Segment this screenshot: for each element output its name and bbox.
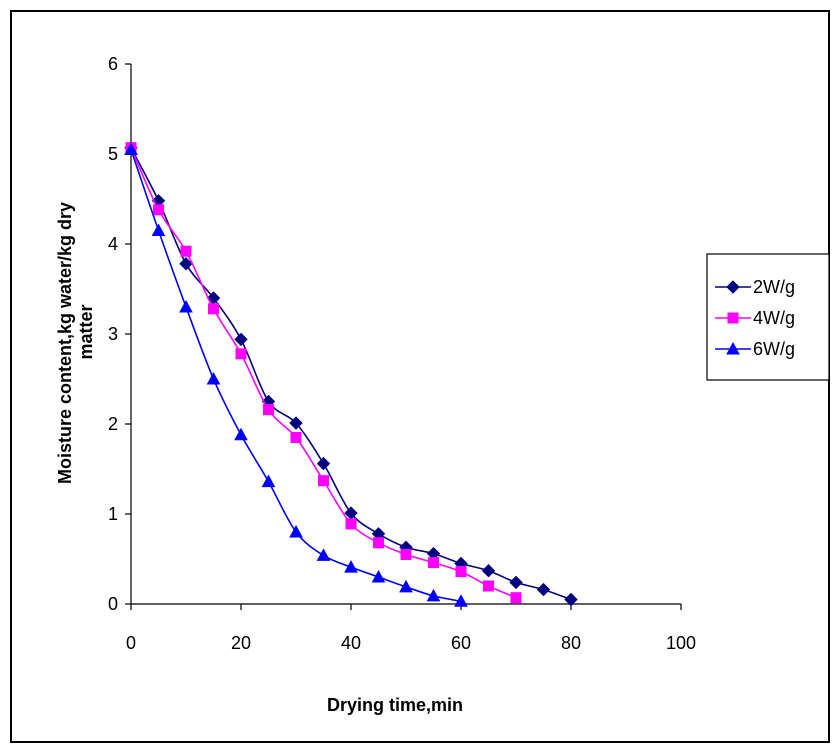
data-point — [371, 569, 386, 583]
y-tick-label: 6 — [108, 54, 118, 74]
y-tick-label: 4 — [108, 234, 118, 254]
legend-label: 6W/g — [753, 339, 795, 359]
legend-item: 4W/g — [715, 308, 795, 328]
data-point — [454, 594, 468, 607]
legend-item: 6W/g — [715, 339, 795, 359]
data-point — [481, 563, 496, 578]
legend-label: 4W/g — [753, 308, 795, 328]
legend-label: 2W/g — [753, 277, 795, 297]
x-tick-label: 80 — [561, 633, 581, 653]
chart-frame — [10, 10, 830, 743]
data-point — [153, 204, 164, 216]
data-point — [263, 404, 274, 416]
data-point — [318, 475, 329, 487]
y-tick-label: 2 — [108, 414, 118, 434]
data-point — [289, 416, 303, 430]
y-tick-label: 0 — [108, 594, 118, 614]
data-point — [344, 560, 358, 573]
legend-marker — [726, 341, 740, 355]
y-axis-title-line-1: Moisture content,kg water/kg dry — [55, 202, 75, 484]
x-tick-label: 20 — [231, 633, 251, 653]
legend-item: 2W/g — [715, 277, 795, 297]
series-6w-g — [124, 142, 468, 607]
data-point — [373, 537, 384, 549]
series-line — [130, 147, 517, 599]
legend-marker — [726, 280, 740, 294]
axes — [130, 64, 681, 605]
data-point — [510, 592, 522, 604]
legend-box — [706, 253, 830, 381]
series-2w-g — [124, 140, 578, 607]
x-tick-label: 100 — [666, 633, 696, 653]
x-tick-label: 0 — [126, 633, 136, 653]
data-point — [234, 427, 248, 441]
y-axis-title-line-2: matter — [76, 304, 96, 359]
data-point — [400, 549, 412, 560]
data-point — [179, 299, 193, 313]
data-point — [399, 579, 413, 593]
data-point — [290, 432, 302, 443]
data-point — [426, 588, 441, 602]
data-point — [536, 582, 551, 597]
y-tick-label: 1 — [108, 504, 118, 524]
y-tick-label: 3 — [108, 324, 118, 344]
data-point — [428, 557, 439, 569]
data-point — [234, 332, 248, 347]
data-point — [151, 223, 166, 236]
data-point — [455, 566, 467, 578]
data-point — [483, 580, 494, 592]
series-line — [130, 147, 572, 601]
data-point — [206, 371, 221, 385]
series-4w-g — [125, 142, 522, 604]
x-tick-label: 40 — [341, 633, 361, 653]
data-point — [180, 245, 192, 257]
series-layer — [124, 140, 578, 607]
data-point — [564, 592, 578, 607]
data-point — [316, 456, 331, 471]
x-tick-label: 60 — [451, 633, 471, 653]
data-point — [235, 348, 247, 360]
data-point — [509, 575, 523, 590]
data-point — [124, 142, 138, 155]
data-point — [261, 474, 276, 488]
y-tick-label: 5 — [108, 144, 118, 164]
data-point — [345, 518, 357, 530]
legend: 2W/g 4W/g 6W/g — [706, 253, 830, 381]
data-point — [316, 548, 331, 561]
data-point — [179, 257, 193, 271]
data-point — [289, 524, 303, 538]
data-point — [208, 303, 219, 315]
legend-marker — [727, 312, 739, 324]
x-axis-title: Drying time,min — [327, 695, 463, 715]
